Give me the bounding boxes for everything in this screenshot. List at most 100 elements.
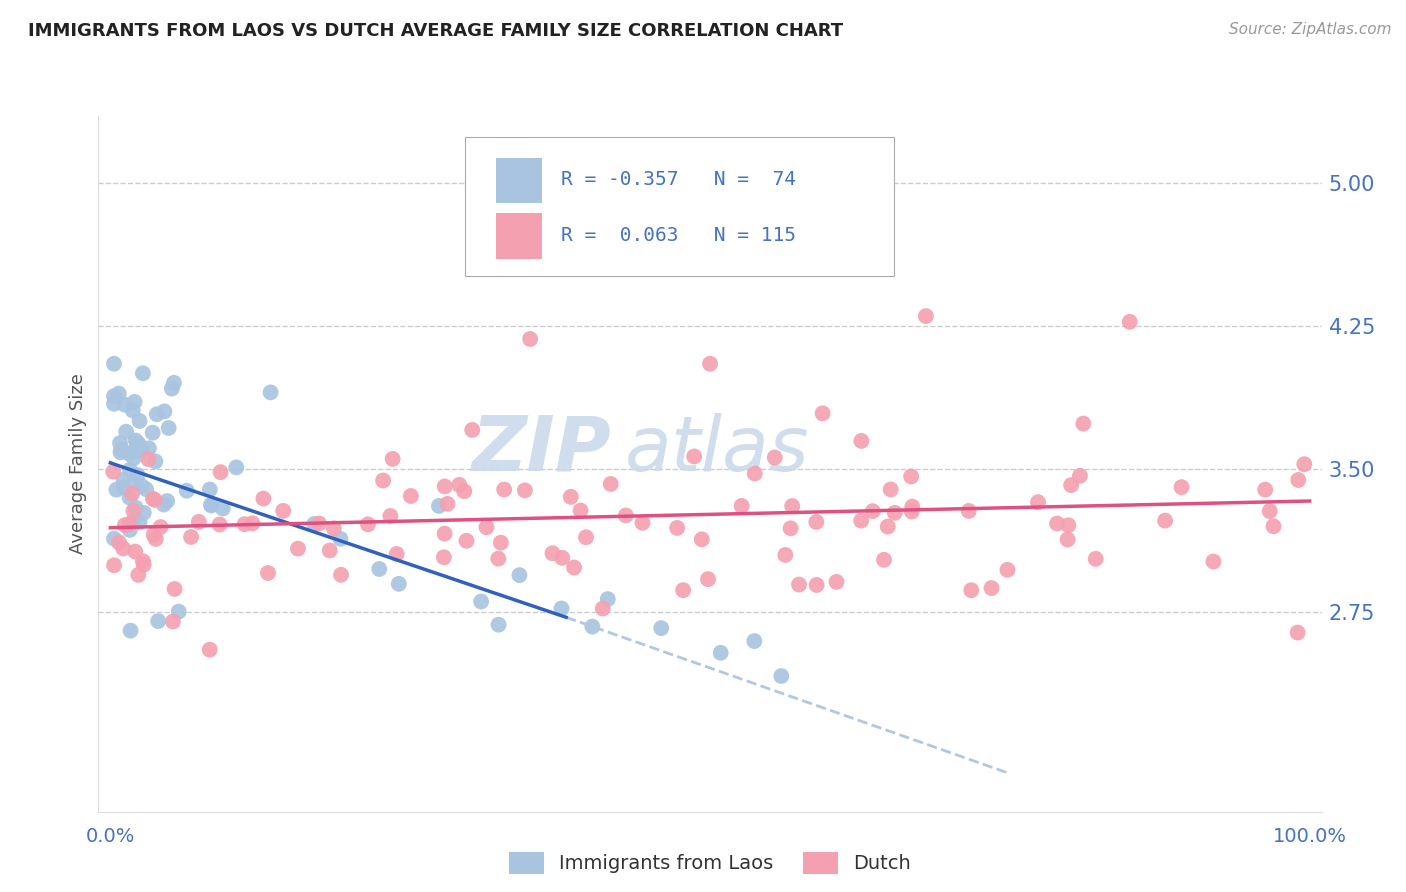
Text: 100.0%: 100.0% [1272,827,1347,846]
Point [125,436,148,450]
Point [103,532,125,546]
Point [167,605,190,619]
Point [433,526,456,541]
Point [730,499,752,513]
Point [513,483,536,498]
Point [233,517,256,532]
Point [614,508,637,523]
Point [107,386,129,401]
Point [103,389,125,403]
Point [541,546,564,560]
Point [287,541,309,556]
Point [560,490,582,504]
Point [433,550,456,565]
Point [551,550,574,565]
Point [957,504,980,518]
Point [883,506,905,520]
Point [121,486,143,500]
Text: 0.0%: 0.0% [86,827,135,846]
Point [599,477,621,491]
Point [127,468,149,483]
Point [304,516,326,531]
Point [138,452,160,467]
Point [308,516,330,531]
Point [259,385,281,400]
Point [494,483,516,497]
Point [699,357,721,371]
Point [980,581,1002,595]
Point [666,521,689,535]
Point [876,519,898,533]
Point [271,504,294,518]
Point [1060,478,1083,492]
Point [433,479,456,493]
Point [115,425,138,439]
Point [1263,519,1285,533]
Point [132,366,155,380]
Point [488,617,510,632]
Point [744,467,766,481]
Bar [496,158,543,203]
Point [200,499,222,513]
Point [453,484,475,499]
Point [1170,480,1192,494]
Point [103,357,125,371]
Point [110,445,132,459]
Point [145,454,167,468]
Point [1071,417,1094,431]
Point [138,442,160,456]
Point [385,547,408,561]
Point [461,423,484,437]
Point [252,491,274,506]
Point [103,558,125,573]
Point [763,450,786,465]
Point [1069,468,1091,483]
Point [132,506,155,520]
Point [1258,504,1281,518]
Point [108,535,131,549]
Point [650,621,672,635]
Point [780,499,803,513]
Point [1202,554,1225,568]
Point [330,567,353,582]
Point [122,504,145,518]
Point [135,482,157,496]
Point [103,465,125,479]
Point [569,503,592,517]
Point [672,583,695,598]
Point [145,532,167,546]
Point [180,530,202,544]
Point [114,398,136,412]
Point [152,498,174,512]
Point [146,407,169,421]
Point [125,444,148,458]
Point [519,332,541,346]
Point [114,518,136,533]
Point [125,500,148,515]
Point [550,601,572,615]
Point [806,515,828,529]
Point [631,516,654,530]
Point [211,501,233,516]
Point [319,543,342,558]
Point [449,478,471,492]
Point [103,397,125,411]
Point [163,376,186,390]
Point [1254,483,1277,497]
Text: ZIP: ZIP [472,413,612,487]
FancyBboxPatch shape [465,136,894,276]
Text: atlas: atlas [624,413,808,487]
Point [108,436,131,450]
Point [806,578,828,592]
Point [562,560,585,574]
Point [690,533,713,547]
Point [508,568,530,582]
Point [697,572,720,586]
Point [683,450,706,464]
Point [118,491,141,505]
Point [879,483,901,497]
Point [149,520,172,534]
Point [122,475,145,490]
Point [1046,516,1069,531]
Point [153,404,176,418]
